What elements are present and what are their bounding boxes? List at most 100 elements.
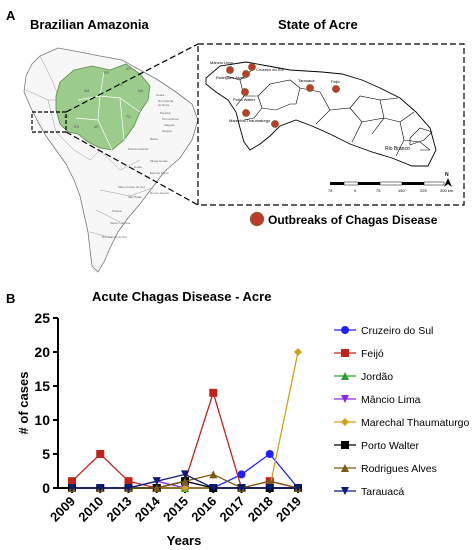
svg-text:AP: AP bbox=[126, 67, 131, 71]
marker-tarauaca bbox=[306, 84, 314, 92]
acre-map bbox=[205, 61, 437, 167]
data-point bbox=[68, 477, 76, 486]
svg-text:Rio Grande do Sul: Rio Grande do Sul bbox=[102, 235, 127, 239]
svg-text:Bahia: Bahia bbox=[150, 137, 158, 141]
outbreak-legend-text: Outbreaks of Chagas Disease bbox=[268, 213, 438, 227]
series-line bbox=[72, 351, 299, 489]
data-point bbox=[124, 484, 133, 492]
data-point bbox=[181, 470, 189, 479]
outbreak-markers bbox=[226, 63, 340, 128]
y-tick-label: 0 bbox=[42, 480, 50, 496]
legend-label: Mâncio Lima bbox=[361, 394, 421, 406]
svg-text:Mato Grosso do Sul: Mato Grosso do Sul bbox=[118, 185, 145, 189]
label-feijo: Feijó bbox=[331, 79, 340, 84]
panel-a-label: A bbox=[6, 8, 16, 23]
legend-label: Jordão bbox=[361, 371, 393, 383]
zoom-box bbox=[31, 111, 67, 133]
svg-text:Goiás: Goiás bbox=[134, 165, 142, 169]
svg-text:Rio de Janeiro: Rio de Janeiro bbox=[150, 191, 170, 195]
marker-cruzeiro bbox=[248, 63, 256, 71]
legend-marker bbox=[341, 395, 349, 403]
chart-title: Acute Chagas Disease - Acre bbox=[92, 289, 271, 304]
y-axis-label: # of cases bbox=[16, 372, 31, 435]
y-tick-label: 15 bbox=[34, 378, 50, 394]
chart-legend: Cruzeiro do Sul Feijó Jordão Mâncio Lima Mar… bbox=[334, 325, 470, 498]
svg-text:MA: MA bbox=[138, 89, 144, 93]
svg-text:Alagoas: Alagoas bbox=[164, 123, 175, 127]
marker-porto-walter bbox=[241, 88, 249, 96]
x-tick-label: 2019 bbox=[273, 494, 304, 525]
legend-marker bbox=[341, 372, 349, 380]
svg-text:Minas Gerais: Minas Gerais bbox=[150, 159, 168, 163]
svg-text:150: 150 bbox=[398, 188, 405, 193]
svg-text:300 km: 300 km bbox=[440, 188, 454, 193]
legend-label: Feijó bbox=[361, 348, 384, 360]
svg-text:TO: TO bbox=[126, 115, 131, 119]
data-point bbox=[294, 484, 302, 492]
svg-text:Sergipe: Sergipe bbox=[162, 129, 173, 133]
marker-feijo bbox=[332, 85, 340, 93]
x-tick-label: 2016 bbox=[188, 494, 219, 525]
x-tick-label: 2015 bbox=[160, 494, 191, 525]
data-point bbox=[96, 484, 105, 492]
x-tick-label: 2013 bbox=[104, 494, 135, 525]
scale-bar: 75 0 75 150 225 300 km bbox=[328, 181, 454, 193]
svg-text:Paraíba: Paraíba bbox=[160, 111, 171, 115]
legend-marker bbox=[341, 487, 349, 495]
marker-jordao bbox=[271, 120, 279, 128]
data-point bbox=[152, 484, 161, 492]
x-tick-label: 2017 bbox=[217, 494, 248, 525]
data-point bbox=[265, 484, 274, 492]
svg-text:RR: RR bbox=[104, 71, 110, 75]
outbreak-legend-marker bbox=[249, 211, 265, 227]
svg-text:Distrito Federal: Distrito Federal bbox=[128, 147, 149, 151]
label-porto-walter: Porto Walter bbox=[233, 97, 256, 102]
svg-text:0: 0 bbox=[354, 188, 357, 193]
data-point bbox=[96, 450, 105, 458]
data-point bbox=[68, 484, 76, 492]
label-mancio-lima: Mâncio Lima bbox=[210, 60, 233, 65]
data-point bbox=[237, 470, 246, 479]
svg-text:PA: PA bbox=[118, 83, 123, 87]
svg-text:Ceará: Ceará bbox=[156, 93, 165, 97]
legend-label: Tarauacá bbox=[361, 486, 404, 498]
data-point bbox=[209, 388, 218, 397]
svg-text:do Norte: do Norte bbox=[158, 103, 170, 107]
data-point bbox=[265, 450, 274, 458]
zoom-line-top bbox=[65, 43, 199, 113]
y-tick-label: 5 bbox=[42, 446, 50, 462]
legend-label: Cruzeiro do Sul bbox=[361, 325, 433, 337]
amazonia-title: Brazilian Amazonia bbox=[30, 17, 149, 32]
svg-text:Espírito Santo: Espírito Santo bbox=[150, 171, 169, 175]
legend-marker bbox=[341, 464, 349, 472]
marker-marechal bbox=[242, 109, 250, 117]
marker-rodrigues-alves bbox=[242, 70, 250, 78]
legend-marker bbox=[341, 418, 349, 426]
svg-text:MT: MT bbox=[94, 125, 100, 129]
svg-text:São Paulo: São Paulo bbox=[128, 195, 142, 199]
zoom-line-bottom bbox=[65, 131, 199, 206]
label-cruzeiro: Cruzeiro do Sul bbox=[256, 67, 284, 72]
svg-text:Rio Grande: Rio Grande bbox=[158, 99, 174, 103]
y-tick-label: 10 bbox=[34, 412, 50, 428]
x-tick-label: 2009 bbox=[47, 494, 78, 525]
legend-label: Rodrigues Alves bbox=[361, 463, 437, 475]
svg-text:AM: AM bbox=[84, 89, 89, 93]
data-point bbox=[124, 477, 133, 486]
legend-marker bbox=[341, 326, 349, 334]
data-point bbox=[181, 477, 189, 486]
label-rodrigues-alves: Rodrigues Alves bbox=[216, 75, 245, 80]
x-axis-label: Years bbox=[167, 533, 202, 548]
line-chart: 0510152025200920102013201420152016201720… bbox=[16, 310, 304, 548]
legend-marker bbox=[341, 349, 349, 357]
svg-text:75: 75 bbox=[328, 188, 333, 193]
y-tick-label: 25 bbox=[34, 310, 50, 326]
svg-text:225: 225 bbox=[420, 188, 427, 193]
svg-text:Santa Catarina: Santa Catarina bbox=[110, 221, 130, 225]
north-arrow-icon: N bbox=[444, 172, 452, 187]
data-point bbox=[209, 484, 218, 492]
data-point bbox=[209, 470, 218, 479]
data-point bbox=[294, 348, 302, 356]
